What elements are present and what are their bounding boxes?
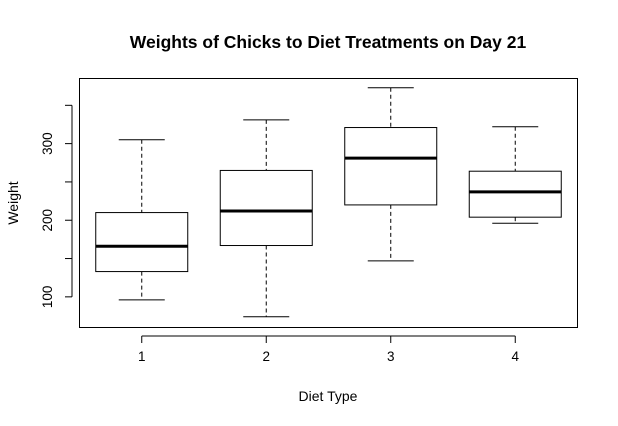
box-group-diet-4 bbox=[468, 126, 562, 224]
iqr-box bbox=[95, 212, 189, 273]
iqr-box bbox=[344, 127, 438, 206]
x-tick-label: 2 bbox=[262, 349, 270, 364]
x-axis: 1 2 3 4 bbox=[138, 335, 519, 364]
y-axis-label: Weight bbox=[5, 181, 21, 224]
x-tick-label: 3 bbox=[387, 349, 395, 364]
y-axis: 100 200 300 bbox=[40, 104, 73, 309]
boxes-group bbox=[95, 87, 562, 318]
x-axis-label: Diet Type bbox=[299, 388, 358, 404]
x-tick-label: 1 bbox=[138, 349, 146, 364]
iqr-box bbox=[468, 170, 562, 218]
chart-title: Weights of Chicks to Diet Treatments on … bbox=[130, 32, 527, 52]
box-group-diet-3 bbox=[344, 87, 438, 262]
x-tick-label: 4 bbox=[511, 349, 519, 364]
box-group-diet-2 bbox=[219, 119, 313, 318]
box-group-diet-1 bbox=[95, 139, 189, 301]
plot-frame bbox=[79, 78, 578, 328]
iqr-box bbox=[219, 169, 313, 247]
y-tick-label: 200 bbox=[40, 209, 55, 232]
y-tick-label: 300 bbox=[40, 132, 55, 155]
y-tick-label: 100 bbox=[40, 286, 55, 309]
